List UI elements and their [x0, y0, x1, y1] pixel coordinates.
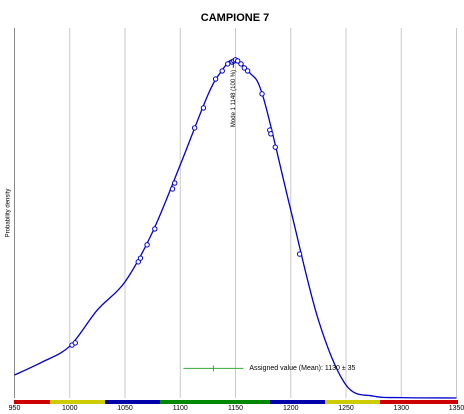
chart-title: CAMPIONE 7 [201, 12, 269, 24]
mode-label: Mode 1 1148 (100 %) [231, 70, 237, 127]
x-tick-label: 950 [9, 405, 21, 412]
x-tick-label: 1000 [62, 405, 78, 412]
data-point [244, 68, 251, 74]
data-point [172, 180, 178, 186]
data-point [296, 251, 303, 257]
data-point [235, 58, 241, 64]
data-point [219, 68, 225, 74]
band [50, 400, 105, 404]
x-tick-label: 1300 [393, 405, 409, 412]
data-point [144, 242, 150, 248]
x-tick-label: 1150 [228, 405, 243, 412]
y-axis-label: Probability density [6, 189, 12, 238]
data-point [238, 61, 244, 67]
data-point [152, 226, 158, 232]
x-tick-label: 1350 [449, 405, 464, 412]
band [270, 400, 325, 404]
data-point [200, 105, 207, 111]
band [105, 400, 160, 404]
data-point [191, 125, 198, 131]
x-tick-label: 1250 [338, 405, 354, 412]
x-tick-label: 1100 [173, 405, 188, 412]
score-bar [14, 400, 458, 404]
data-point [272, 144, 278, 150]
x-tick-label: 1050 [117, 405, 133, 412]
band [160, 400, 270, 404]
data-point [241, 65, 248, 71]
data-point [268, 131, 274, 137]
data-point [72, 340, 78, 346]
band [14, 400, 50, 404]
band [380, 400, 458, 404]
data-point [137, 255, 144, 261]
data-point [212, 76, 219, 82]
x-tick-label: 1200 [283, 405, 299, 412]
data-point [225, 61, 231, 67]
data-point [259, 91, 265, 97]
data-point [169, 186, 176, 192]
assigned-label: Assigned value (Mean): 1130 ± 35 [249, 365, 355, 372]
band [325, 400, 380, 404]
